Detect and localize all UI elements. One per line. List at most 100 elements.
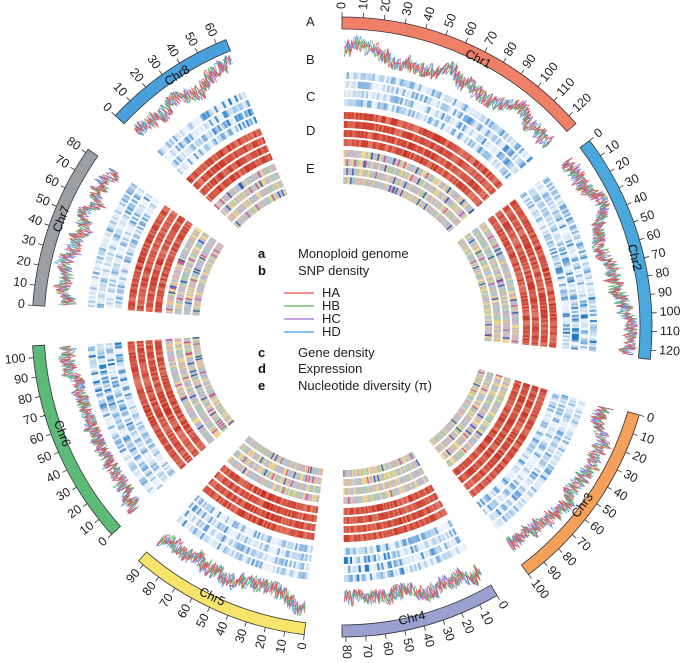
- diversity-cell: [503, 272, 511, 276]
- gene-density-cell: [554, 263, 562, 268]
- gene-density-cell: [524, 154, 532, 162]
- gene-density-cell: [384, 94, 389, 102]
- expression-cell: [431, 163, 437, 171]
- gene-density-cell: [395, 105, 400, 114]
- expression-cell: [449, 143, 456, 151]
- diversity-cell: [433, 211, 440, 219]
- gene-density-cell: [448, 96, 454, 104]
- gene-density-cell: [556, 242, 565, 247]
- diversity-cell: [484, 230, 491, 236]
- diversity-cell: [343, 168, 346, 176]
- gene-density-cell: [589, 344, 597, 348]
- diversity-cell: [403, 191, 408, 199]
- gene-density-cell: [562, 315, 570, 318]
- expression-cell: [386, 126, 391, 134]
- expression-cell: [458, 148, 464, 156]
- gene-density-cell: [433, 89, 439, 98]
- snp-line-hb: [344, 36, 550, 149]
- expression-cell: [537, 290, 546, 294]
- gene-density-cell: [360, 99, 364, 107]
- expression-cell: [549, 345, 557, 348]
- gene-density-cell: [518, 147, 525, 155]
- expression-cell: [549, 310, 557, 313]
- diversity-cell: [414, 187, 420, 195]
- diversity-cell: [387, 156, 392, 164]
- expression-cell: [347, 112, 351, 120]
- expression-cell: [450, 176, 456, 183]
- expression-cell: [385, 144, 390, 152]
- diversity-cell: [346, 150, 349, 158]
- diversity-cell: [478, 257, 486, 262]
- diversity-cell: [427, 206, 433, 214]
- expression-cell: [522, 318, 530, 321]
- expression-cell: [462, 162, 469, 170]
- expression-cell: [531, 238, 539, 244]
- diversity-cell: [435, 213, 442, 220]
- diversity-cell: [493, 323, 501, 326]
- gene-density-cell: [589, 328, 597, 331]
- gene-density-cell: [449, 117, 456, 126]
- expression-cell: [531, 319, 539, 322]
- gene-density-cell: [380, 93, 385, 101]
- gene-density-cell: [475, 145, 482, 153]
- gene-density-cell: [485, 153, 492, 161]
- expression-cell: [526, 227, 534, 233]
- expression-cell: [422, 158, 428, 166]
- gene-density-cell: [589, 315, 597, 319]
- expression-cell: [355, 112, 359, 120]
- diversity-cell: [368, 170, 372, 178]
- gene-density-cell: [346, 574, 349, 582]
- diversity-cell: [491, 265, 499, 270]
- expression-cell: [396, 119, 401, 127]
- gene-density-cell: [562, 305, 570, 309]
- diversity-cell: [497, 284, 505, 288]
- expression-cell: [518, 283, 526, 287]
- diversity-cell: [453, 193, 460, 200]
- diversity-cell: [349, 168, 352, 176]
- diversity-cell: [344, 487, 347, 495]
- expression-cell: [529, 233, 537, 239]
- expression-cell: [486, 172, 494, 180]
- diversity-cell: [380, 182, 384, 190]
- expression-cell: [354, 121, 358, 129]
- expression-cell: [524, 270, 532, 275]
- gene-density-cell: [501, 169, 509, 177]
- expression-cell: [439, 157, 445, 165]
- expression-cell: [373, 132, 378, 141]
- diversity-cell: [431, 210, 438, 217]
- gene-density-cell: [495, 150, 503, 158]
- gene-density-cell: [565, 239, 573, 244]
- expression-cell: [512, 264, 520, 269]
- diversity-cell: [498, 257, 506, 262]
- gene-density-cell: [497, 128, 504, 136]
- gene-density-cell: [562, 328, 570, 331]
- diversity-cell: [475, 251, 483, 256]
- expression-cell: [411, 143, 417, 151]
- gene-density-cell: [589, 313, 597, 317]
- expression-cell: [516, 276, 524, 280]
- expression-cell: [379, 142, 383, 151]
- gene-density-cell: [561, 209, 570, 215]
- gene-density-cell: [562, 313, 570, 316]
- gene-density-cell: [568, 248, 576, 253]
- diversity-cell: [447, 188, 454, 195]
- expression-cell: [416, 136, 422, 144]
- diversity-cell: [511, 326, 519, 329]
- gene-density-cell: [500, 155, 508, 163]
- expression-cell: [386, 135, 390, 143]
- diversity-cell: [493, 326, 501, 328]
- gene-density-cell: [399, 78, 404, 87]
- diversity-cell: [361, 160, 365, 168]
- diversity-cell: [362, 178, 365, 186]
- diversity-cell: [344, 168, 347, 176]
- expression-cell: [519, 289, 527, 293]
- expression-cell: [403, 140, 408, 148]
- gene-density-cell: [397, 106, 402, 114]
- diversity-cell: [386, 165, 391, 173]
- diversity-cell: [506, 281, 514, 286]
- gene-density-cell: [526, 156, 534, 163]
- diversity-cell: [500, 262, 508, 267]
- diversity-cell: [460, 200, 467, 207]
- gene-density-cell: [531, 192, 539, 199]
- expression-cell: [455, 180, 462, 188]
